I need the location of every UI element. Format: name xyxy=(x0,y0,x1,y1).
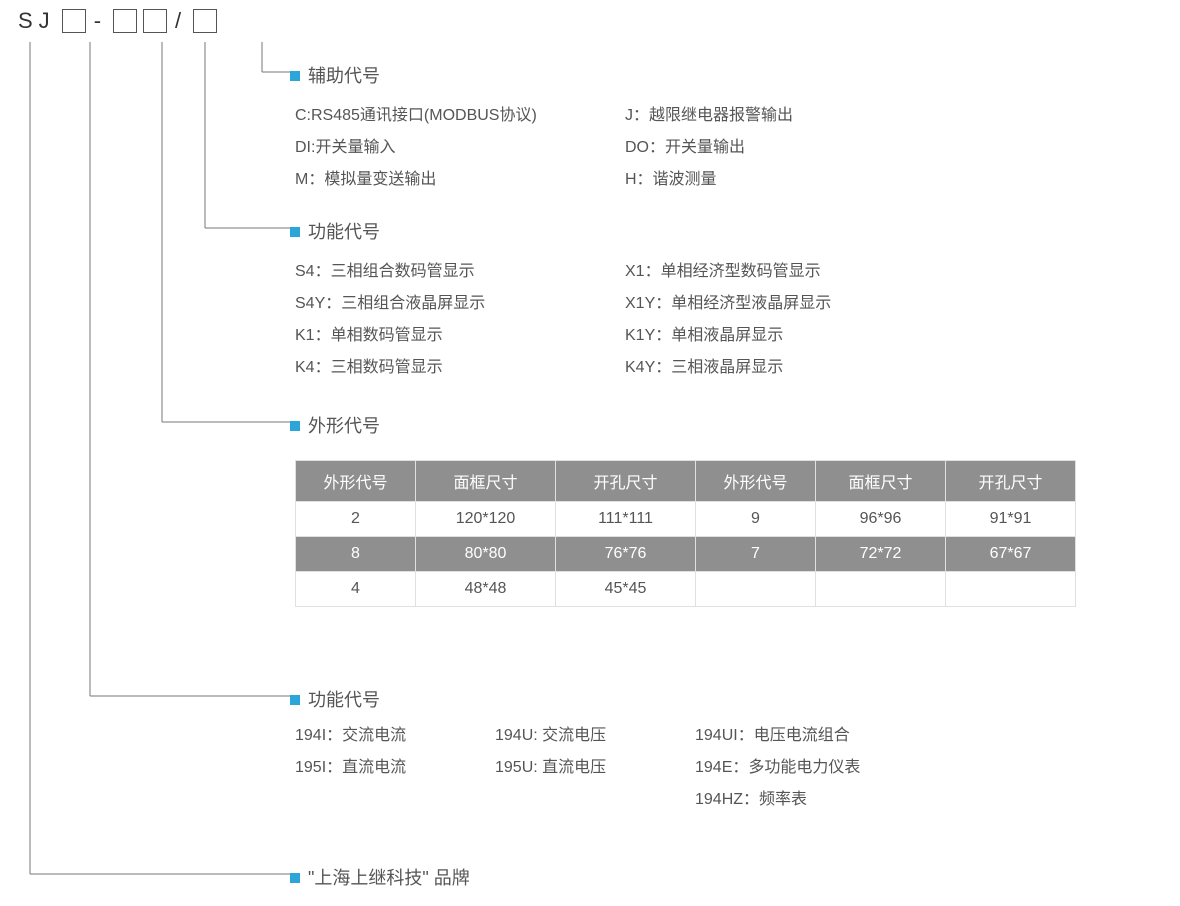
bullet-icon xyxy=(290,227,300,237)
table-header: 面框尺寸 xyxy=(816,461,946,502)
table-header: 开孔尺寸 xyxy=(946,461,1076,502)
func2-item: 195I：直流电流 xyxy=(295,752,495,784)
shape-table: 外形代号面框尺寸开孔尺寸外形代号面框尺寸开孔尺寸2120*120111*1119… xyxy=(295,460,1076,607)
table-cell: 72*72 xyxy=(816,537,946,572)
func2-item: 194U: 交流电压 xyxy=(495,720,695,752)
func-item: X1Y：单相经济型液晶屏显示 xyxy=(625,288,955,320)
func2-item: 195U: 直流电压 xyxy=(495,752,695,784)
table-cell: 48*48 xyxy=(416,572,556,607)
table-cell: 2 xyxy=(296,502,416,537)
code-slash: / xyxy=(175,8,185,34)
table-cell: 67*67 xyxy=(946,537,1076,572)
code-prefix: SJ xyxy=(18,8,56,34)
code-box-3 xyxy=(143,9,167,33)
aux-item: DO：开关量输出 xyxy=(625,132,955,164)
func2-item: 194E：多功能电力仪表 xyxy=(695,752,955,784)
aux-title: 辅助代号 xyxy=(290,62,380,88)
bullet-icon xyxy=(290,695,300,705)
func2-item: 194UI：电压电流组合 xyxy=(695,720,955,752)
table-cell: 8 xyxy=(296,537,416,572)
table-header: 开孔尺寸 xyxy=(556,461,696,502)
table-cell: 76*76 xyxy=(556,537,696,572)
code-box-2 xyxy=(113,9,137,33)
func2-item: 194HZ：频率表 xyxy=(695,784,955,816)
bullet-icon xyxy=(290,873,300,883)
brand-title: "上海上继科技" 品牌 xyxy=(290,864,470,890)
code-box-1 xyxy=(62,9,86,33)
bullet-icon xyxy=(290,71,300,81)
table-cell xyxy=(816,572,946,607)
func-item: X1：单相经济型数码管显示 xyxy=(625,256,955,288)
code-box-4 xyxy=(193,9,217,33)
bullet-icon xyxy=(290,421,300,431)
shape-title: 外形代号 xyxy=(290,412,380,438)
table-cell: 45*45 xyxy=(556,572,696,607)
table-header: 面框尺寸 xyxy=(416,461,556,502)
table-cell xyxy=(946,572,1076,607)
aux-item: J：越限继电器报警输出 xyxy=(625,100,955,132)
func-item: K1Y：单相液晶屏显示 xyxy=(625,320,955,352)
table-cell: 80*80 xyxy=(416,537,556,572)
func-item: K4Y：三相液晶屏显示 xyxy=(625,352,955,384)
aux-item: H：谐波测量 xyxy=(625,164,955,196)
model-code-row: SJ - / xyxy=(18,8,217,34)
aux-item: DI:开关量输入 xyxy=(295,132,625,164)
table-cell: 9 xyxy=(696,502,816,537)
table-header: 外形代号 xyxy=(296,461,416,502)
func-item: S4：三相组合数码管显示 xyxy=(295,256,625,288)
func-item: K4：三相数码管显示 xyxy=(295,352,625,384)
aux-body: C:RS485通讯接口(MODBUS协议)DI:开关量输入M：模拟量变送输出J：… xyxy=(295,100,955,196)
table-cell: 4 xyxy=(296,572,416,607)
aux-item: M：模拟量变送输出 xyxy=(295,164,625,196)
table-cell: 91*91 xyxy=(946,502,1076,537)
table-cell: 111*111 xyxy=(556,502,696,537)
aux-item: C:RS485通讯接口(MODBUS协议) xyxy=(295,100,625,132)
table-cell: 120*120 xyxy=(416,502,556,537)
table-cell: 96*96 xyxy=(816,502,946,537)
func-item: S4Y：三相组合液晶屏显示 xyxy=(295,288,625,320)
table-header: 外形代号 xyxy=(696,461,816,502)
func-item: K1：单相数码管显示 xyxy=(295,320,625,352)
func2-body: 194I：交流电流195I：直流电流194U: 交流电压195U: 直流电压19… xyxy=(295,720,955,816)
code-dash: - xyxy=(94,8,105,34)
table-cell xyxy=(696,572,816,607)
func1-title: 功能代号 xyxy=(290,218,380,244)
table-cell: 7 xyxy=(696,537,816,572)
func1-body: S4：三相组合数码管显示S4Y：三相组合液晶屏显示K1：单相数码管显示K4：三相… xyxy=(295,256,955,384)
func2-item: 194I：交流电流 xyxy=(295,720,495,752)
func2-title: 功能代号 xyxy=(290,686,380,712)
